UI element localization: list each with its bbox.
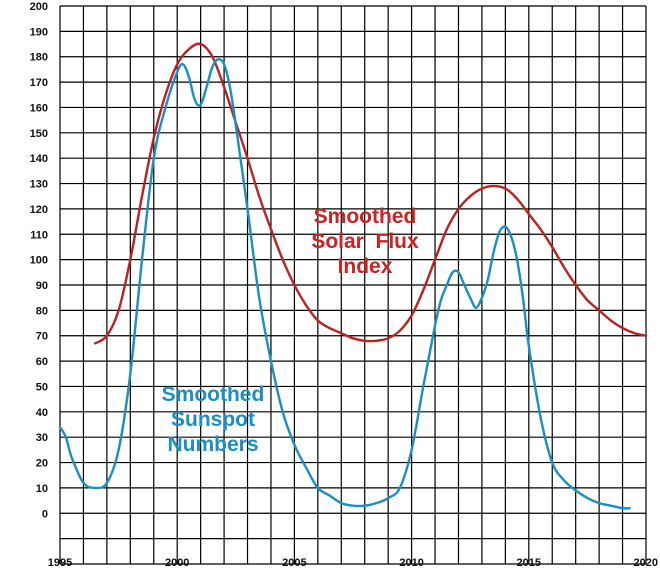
flux-annotation-line: Index bbox=[338, 255, 393, 278]
chart-series-lines bbox=[58, 42, 648, 510]
x-axis-tick-labels: 1995 2000 2005 2010 2015 2020 bbox=[48, 557, 658, 568]
x-tick-label: 2000 bbox=[165, 557, 189, 568]
x-tick-label: 2005 bbox=[282, 557, 306, 568]
y-tick-label: 70 bbox=[36, 331, 48, 343]
y-axis-tick-labels: 0 10 20 30 40 50 60 70 80 90 100 110 120 130 140 150 160… bbox=[30, 1, 48, 520]
y-tick-label: 150 bbox=[30, 128, 48, 140]
y-tick-label: 0 bbox=[42, 508, 48, 520]
x-tick-label: 1995 bbox=[48, 557, 72, 568]
y-tick-label: 110 bbox=[30, 229, 48, 241]
y-tick-label: 160 bbox=[30, 102, 48, 114]
y-tick-label: 10 bbox=[36, 483, 48, 495]
y-tick-label: 20 bbox=[36, 458, 48, 470]
x-tick-label: 2015 bbox=[517, 557, 541, 568]
y-tick-label: 170 bbox=[30, 77, 48, 89]
y-tick-label: 190 bbox=[30, 26, 48, 38]
sunspot-line bbox=[58, 57, 631, 510]
sunspot-annotation-line: Smoothed bbox=[162, 383, 265, 406]
flux-line bbox=[94, 42, 648, 345]
y-tick-label: 30 bbox=[36, 432, 48, 444]
sunspot-annotation-line: Numbers bbox=[167, 433, 258, 456]
y-tick-label: 130 bbox=[30, 179, 48, 191]
y-tick-label: 200 bbox=[30, 1, 48, 13]
y-tick-label: 180 bbox=[30, 52, 48, 64]
flux-annotation-line: Smoothed bbox=[314, 205, 417, 228]
x-tick-label: 2010 bbox=[399, 557, 423, 568]
y-tick-label: 90 bbox=[36, 280, 48, 292]
sunspot-annotation-line: Sunspot bbox=[171, 408, 255, 431]
chart-grid bbox=[59, 5, 647, 565]
flux-annotation: Smoothed Solar Flux Index bbox=[311, 205, 419, 278]
y-tick-label: 120 bbox=[30, 204, 48, 216]
y-tick-label: 60 bbox=[36, 356, 48, 368]
y-tick-label: 50 bbox=[36, 381, 48, 393]
y-tick-label: 140 bbox=[30, 153, 48, 165]
y-tick-label: 80 bbox=[36, 305, 48, 317]
sunspot-annotation: Smoothed Sunspot Numbers bbox=[162, 383, 265, 456]
x-tick-label: 2020 bbox=[634, 557, 658, 568]
y-tick-label: 40 bbox=[36, 407, 48, 419]
y-tick-label: 100 bbox=[30, 255, 48, 267]
flux-annotation-line: Solar Flux bbox=[311, 230, 419, 253]
